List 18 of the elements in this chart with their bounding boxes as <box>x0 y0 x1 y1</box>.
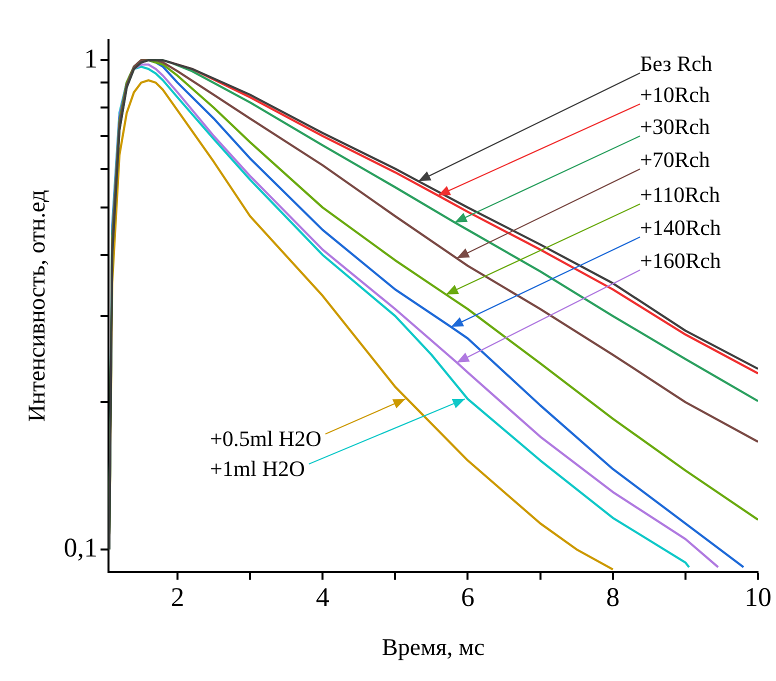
x-tick-label: 8 <box>606 582 620 612</box>
annotation: +1ml H2O <box>210 456 305 481</box>
x-tick-label: 10 <box>744 582 772 612</box>
annotation: +110Rch <box>640 182 720 207</box>
annotation: +30Rch <box>640 114 710 139</box>
y-tick-label: 1 <box>84 43 98 74</box>
x-axis-title: Время, мс <box>382 634 485 661</box>
y-tick-label: 0,1 <box>64 532 98 563</box>
annotation: +70Rch <box>640 146 710 172</box>
annotation: +140Rch <box>640 214 721 240</box>
y-axis-title: Интенсивность, отн.ед <box>24 190 51 422</box>
x-tick-label: 6 <box>460 582 474 612</box>
annotation: +0.5ml H2O <box>210 426 322 451</box>
x-tick-label: 2 <box>170 582 184 612</box>
annotation: +160Rch <box>640 248 721 273</box>
x-tick-label: 4 <box>316 582 330 612</box>
annotation: +10Rch <box>640 82 710 107</box>
annotation: Без Rch <box>640 50 712 76</box>
